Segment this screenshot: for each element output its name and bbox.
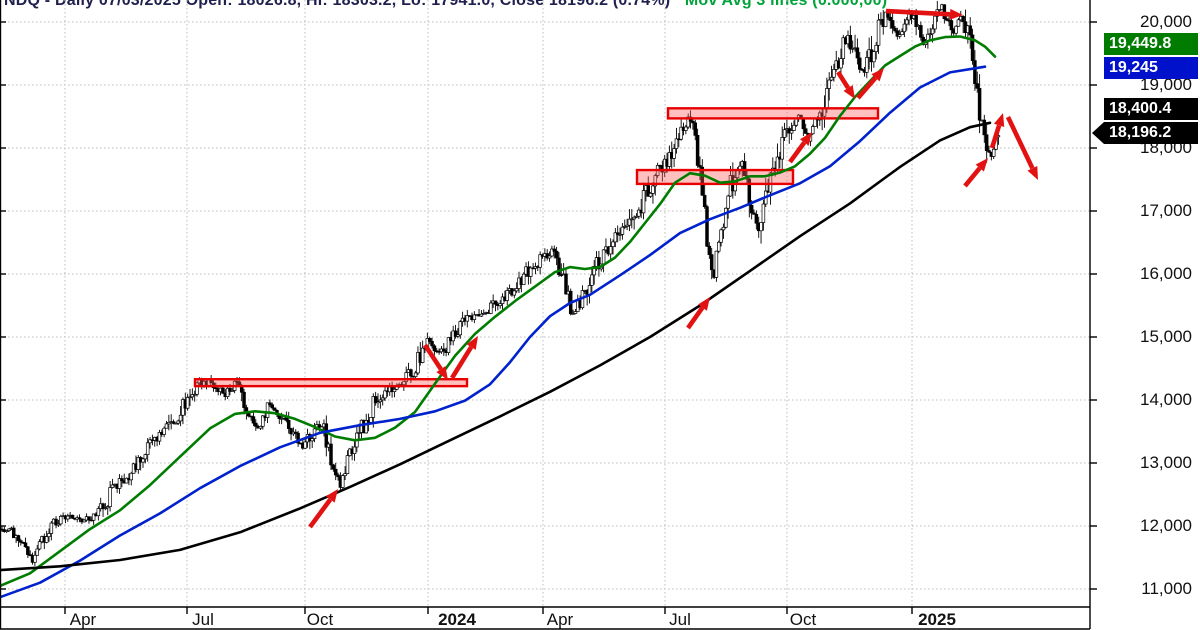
y-axis-tick-label: 11,000: [1141, 579, 1192, 598]
x-axis-tick-label: Jul: [192, 610, 214, 629]
x-axis-tick-label: Apr: [69, 610, 97, 629]
indicator-price-tag: 19,245: [1104, 57, 1198, 79]
tag-value: 19,245: [1104, 57, 1198, 79]
indicator-price-tag: 18,400.4: [1104, 98, 1198, 120]
x-axis-tick-label: Oct: [306, 610, 334, 629]
y-axis-tick-label: 16,000: [1140, 264, 1192, 283]
last-price-tag: 18,196.2: [1092, 122, 1198, 144]
tag-value: 19,449.8: [1104, 33, 1198, 55]
y-axis-tick-label: 13,000: [1140, 453, 1192, 472]
x-axis-tick-label: Oct: [789, 610, 817, 629]
y-axis-tick-label: 15,000: [1140, 327, 1192, 346]
y-axis-tick-label: 14,000: [1140, 390, 1192, 409]
y-axis-tick-label: 12,000: [1140, 516, 1192, 535]
indicator-price-tag: 19,449.8: [1104, 33, 1198, 55]
x-axis-tick-label: 2024: [438, 610, 476, 629]
x-axis-tick-label: 2025: [918, 610, 956, 629]
y-axis-tick-label: 19,000: [1140, 75, 1192, 94]
chart-title-text: NDQ - Daily 07/03/2025 Open: 18026.8, Hi…: [4, 0, 671, 9]
chart-title: NDQ - Daily 07/03/2025 Open: 18026.8, Hi…: [4, 0, 887, 10]
y-axis-tick-label: 17,000: [1140, 201, 1192, 220]
y-axis-tick-label: 20,000: [1140, 12, 1192, 31]
x-axis-tick-label: Jul: [669, 610, 691, 629]
x-axis-tick-label: Apr: [546, 610, 574, 629]
tag-value: 18,400.4: [1104, 98, 1198, 120]
tag-value: 18,196.2: [1104, 122, 1198, 144]
tag-pointer-icon: [1092, 122, 1104, 144]
chart-title-indicator-value: Mov Avg 3 lines (0.000,00): [684, 0, 888, 9]
